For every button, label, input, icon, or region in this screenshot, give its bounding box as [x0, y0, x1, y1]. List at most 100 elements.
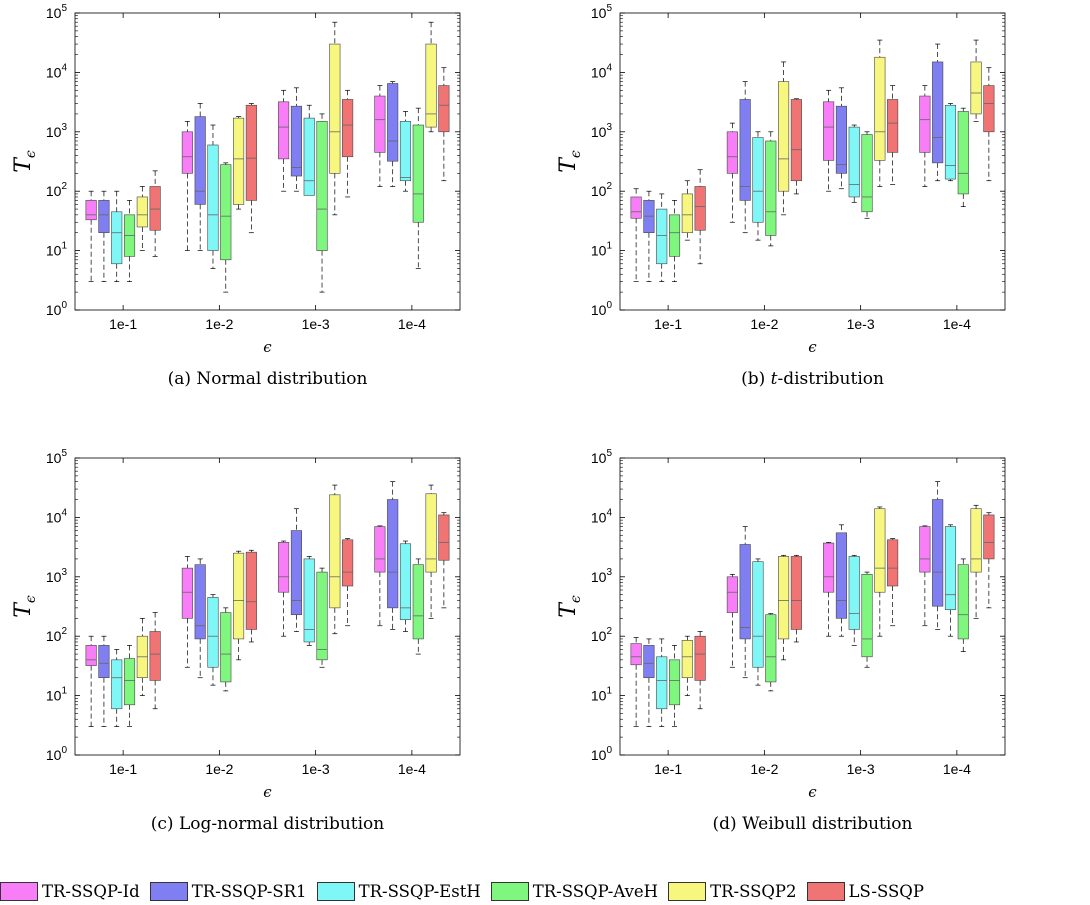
box [329, 43, 341, 174]
y-tick-label: 100 [591, 745, 613, 763]
box [726, 131, 738, 174]
x-tick-label: 1e-2 [750, 316, 778, 332]
legend-swatch [806, 881, 845, 901]
box [316, 571, 328, 661]
box [98, 200, 110, 234]
box [643, 645, 655, 679]
box [668, 659, 681, 706]
box [848, 556, 860, 630]
y-axis-label: Tϵ [11, 595, 39, 618]
legend-item: LS-SSQP [806, 881, 924, 901]
y-tick-label: 105 [591, 448, 613, 466]
y-tick-exponent: 1 [606, 686, 612, 697]
x-tick-label: 1e-3 [847, 316, 875, 332]
box [848, 126, 860, 198]
y-tick-exponent: 5 [61, 3, 67, 14]
caption-a: (a) Normal distribution [167, 369, 368, 389]
y-tick-exponent: 1 [61, 686, 67, 697]
box [944, 526, 957, 610]
y-tick-label: 103 [591, 122, 613, 140]
box [835, 532, 847, 619]
x-tick-label: 1e-1 [654, 316, 682, 332]
y-tick-label: 101 [46, 686, 68, 704]
box [342, 539, 354, 587]
box [944, 104, 957, 180]
box [957, 111, 969, 195]
y-tick-exponent: 4 [606, 62, 612, 73]
y-axis-label: Tϵ [556, 150, 584, 173]
y-tick-label: 102 [591, 626, 613, 644]
box [233, 552, 245, 640]
box [303, 558, 315, 643]
box [233, 117, 245, 205]
box [149, 186, 161, 231]
legend-swatch [668, 881, 707, 901]
box [181, 131, 193, 174]
y-tick-label: 102 [591, 181, 613, 199]
y-tick-label: 101 [591, 241, 613, 259]
box [668, 214, 681, 257]
x-tick-label: 1e-2 [750, 761, 778, 777]
box [778, 81, 790, 192]
plot-frame [74, 12, 461, 311]
y-tick-label: 103 [46, 122, 68, 140]
box [790, 99, 802, 182]
y-tick-exponent: 4 [61, 507, 67, 518]
x-axis-label: ϵ [263, 783, 272, 800]
box [790, 556, 802, 630]
x-tick-label: 1e-2 [205, 761, 233, 777]
box [630, 643, 642, 666]
box [303, 117, 315, 196]
y-tick-exponent: 0 [61, 745, 67, 756]
box [290, 530, 302, 616]
box [220, 612, 232, 683]
box [874, 56, 886, 161]
box [835, 105, 847, 174]
box [85, 200, 97, 221]
y-tick-label: 105 [591, 3, 613, 21]
x-axis-label: ϵ [808, 338, 817, 355]
legend-label: TR-SSQP-EstH [358, 881, 481, 901]
box [111, 659, 123, 710]
y-tick-exponent: 2 [606, 181, 612, 192]
box [245, 551, 257, 630]
y-tick-exponent: 4 [61, 62, 67, 73]
y-tick-exponent: 2 [61, 181, 67, 192]
box [329, 494, 341, 609]
box [438, 85, 450, 133]
box [630, 196, 642, 219]
x-tick-label: 1e-1 [654, 761, 682, 777]
box [374, 95, 386, 153]
box [207, 597, 219, 668]
box [932, 499, 944, 607]
y-tick-label: 104 [46, 62, 68, 80]
box [887, 99, 899, 153]
y-tick-exponent: 3 [606, 567, 612, 578]
x-tick-label: 1e-3 [847, 761, 875, 777]
y-axis-label-subscript: ϵ [568, 150, 584, 158]
y-tick-label: 103 [46, 567, 68, 585]
box [111, 211, 123, 265]
y-tick-label: 100 [46, 300, 68, 318]
box [387, 499, 399, 609]
box [123, 658, 136, 706]
box [278, 101, 290, 160]
box [752, 561, 764, 668]
box [681, 640, 693, 679]
y-tick-exponent: 5 [606, 3, 612, 14]
legend: TR-SSQP-Id TR-SSQP-SR1 TR-SSQP-EstH TR-S… [0, 880, 924, 902]
legend-item: TR-SSQP-Id [0, 881, 140, 901]
legend-item: TR-SSQP-EstH [316, 881, 481, 901]
box [220, 164, 232, 261]
legend-item: TR-SSQP-SR1 [149, 881, 307, 901]
y-axis-label-subscript: ϵ [23, 150, 39, 158]
y-tick-label: 104 [46, 507, 68, 525]
legend-swatch [149, 881, 188, 901]
box [739, 544, 751, 640]
y-tick-label: 100 [591, 300, 613, 318]
x-tick-label: 1e-1 [109, 761, 137, 777]
legend-label: LS-SSQP [848, 881, 924, 901]
